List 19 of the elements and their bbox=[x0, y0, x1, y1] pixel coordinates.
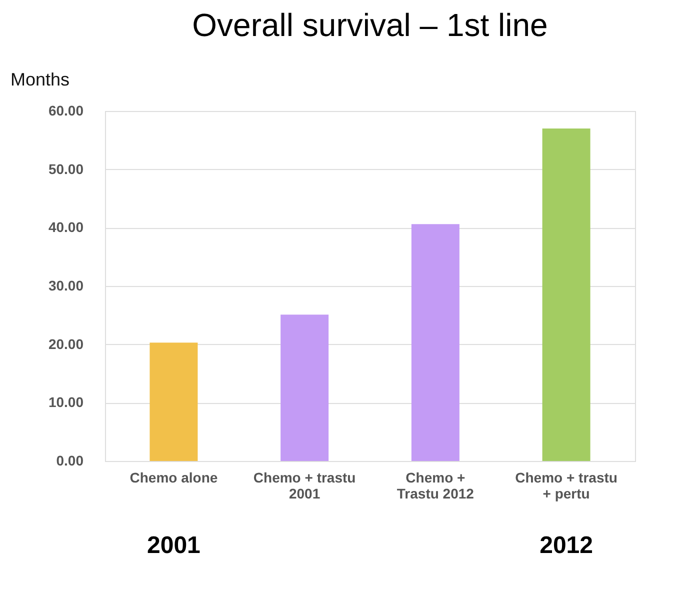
text: 2001 bbox=[147, 532, 200, 559]
y-tick-label: 60.00 bbox=[48, 102, 84, 118]
y-tick-label: 50.00 bbox=[48, 160, 84, 177]
y-tick-label: 20.00 bbox=[48, 336, 84, 352]
bar bbox=[411, 224, 460, 461]
bar bbox=[280, 314, 329, 461]
x-tick-label: Chemo alone bbox=[130, 470, 218, 486]
y-tick-label: 30.00 bbox=[48, 278, 84, 294]
y-tick-label: 40.00 bbox=[48, 219, 84, 236]
chart-title: Overall survival – 1st line bbox=[192, 7, 548, 43]
text: 2012 bbox=[540, 532, 593, 559]
x-tick-label: Chemo + trastu 2001 bbox=[253, 470, 356, 502]
y-axis-title: Months bbox=[10, 70, 70, 90]
y-tick-label: 10.00 bbox=[48, 394, 84, 410]
y-tick-label: 0.00 bbox=[56, 452, 84, 468]
x-tick-label: Chemo + Trastu 2012 bbox=[396, 470, 474, 502]
bar bbox=[542, 128, 590, 461]
bar bbox=[150, 342, 198, 461]
x-tick-label: Chemo + trastu + pertu bbox=[515, 470, 618, 502]
